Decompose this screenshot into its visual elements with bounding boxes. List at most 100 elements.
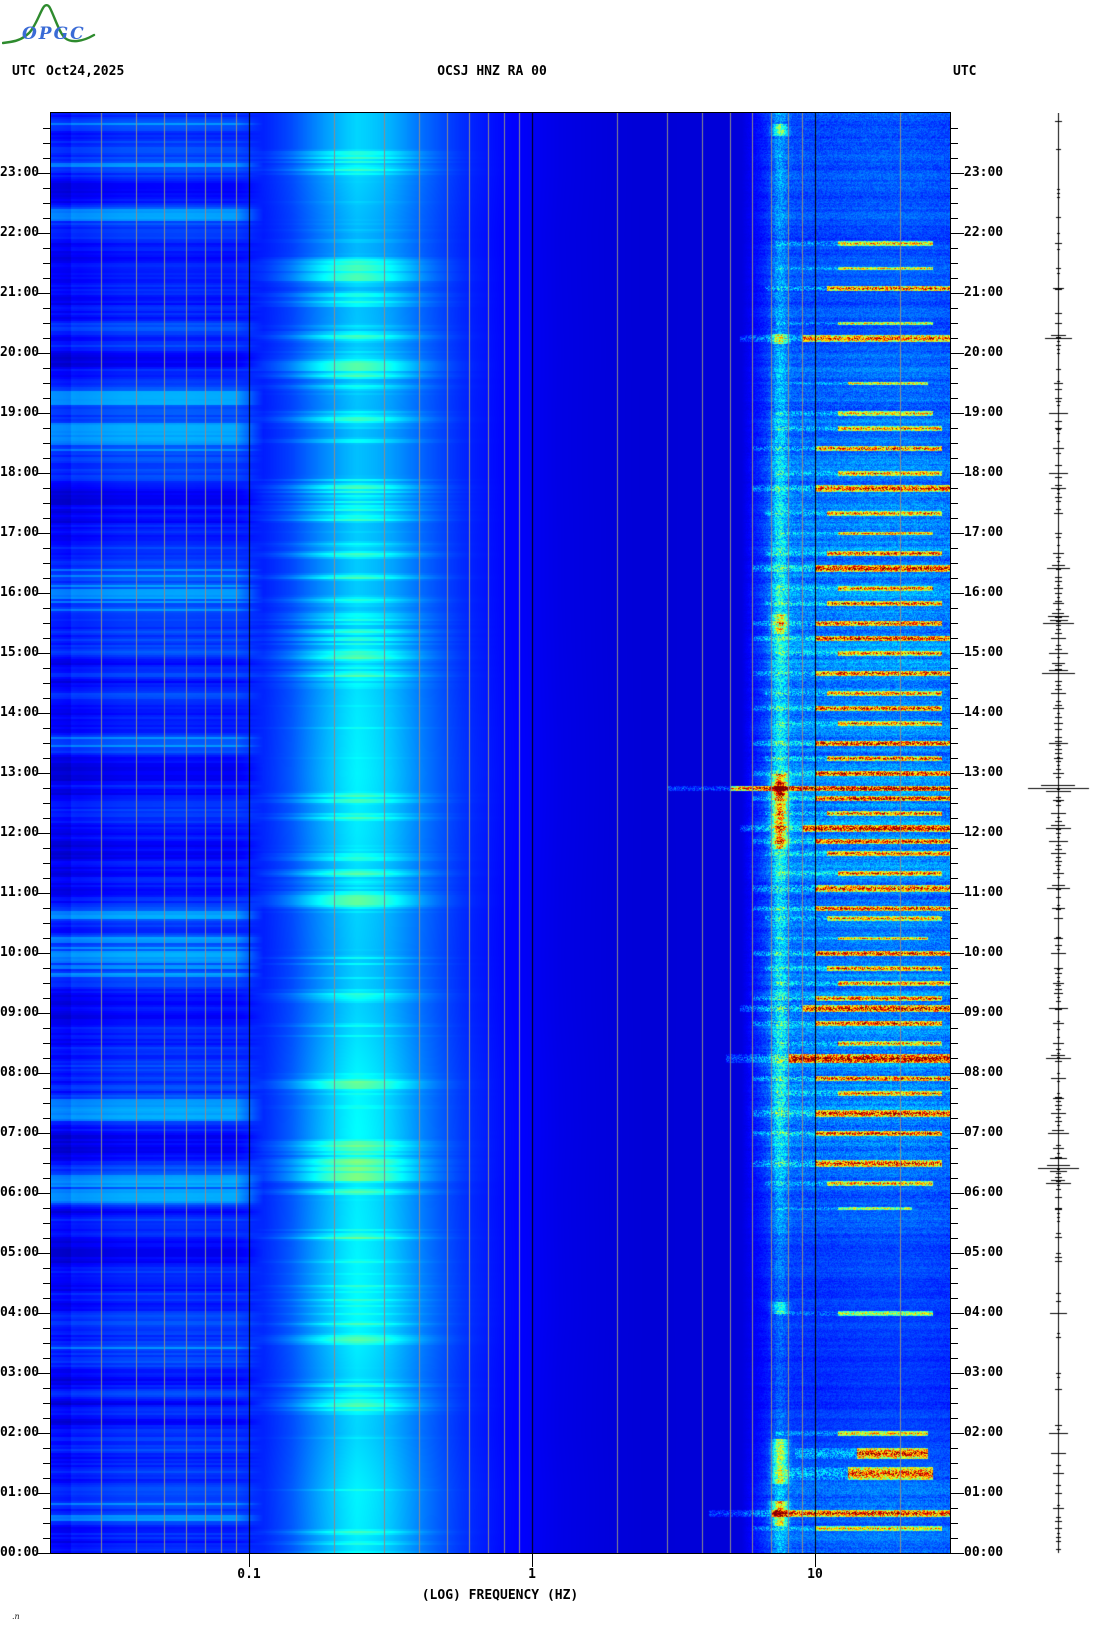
y-hour-label-left: 17:00: [0, 525, 40, 540]
amplitude-trace-canvas: [1008, 113, 1102, 1554]
y-major-tick-left: [37, 1553, 50, 1554]
y-minor-tick-left: [43, 758, 50, 759]
y-hour-label-right: 18:00: [964, 465, 1004, 480]
x-tick-label: 10: [807, 1567, 823, 1582]
y-minor-tick-left: [43, 1418, 50, 1419]
y-minor-tick-left: [43, 1298, 50, 1299]
y-major-tick-right: [951, 1373, 964, 1374]
y-minor-tick-left: [43, 338, 50, 339]
y-minor-tick-right: [951, 1388, 958, 1389]
y-hour-label-left: 04:00: [0, 1305, 40, 1320]
y-minor-tick-left: [43, 323, 50, 324]
y-hour-label-right: 03:00: [964, 1365, 1004, 1380]
y-major-tick-right: [951, 473, 964, 474]
y-hour-label-right: 22:00: [964, 225, 1004, 240]
y-major-tick-left: [37, 173, 50, 174]
header-date: Oct24,2025: [46, 64, 125, 79]
y-hour-label-right: 08:00: [964, 1065, 1004, 1080]
y-hour-label-right: 12:00: [964, 825, 1004, 840]
y-major-tick-left: [37, 1433, 50, 1434]
y-hour-label-left: 16:00: [0, 585, 40, 600]
y-minor-tick-right: [951, 998, 958, 999]
y-hour-label-right: 00:00: [964, 1545, 1004, 1560]
y-minor-tick-right: [951, 143, 958, 144]
y-minor-tick-right: [951, 1328, 958, 1329]
y-minor-tick-right: [951, 818, 958, 819]
y-hour-label-right: 09:00: [964, 1005, 1004, 1020]
y-minor-tick-left: [43, 1118, 50, 1119]
y-hour-label-left: 22:00: [0, 225, 40, 240]
y-minor-tick-left: [43, 1238, 50, 1239]
y-minor-tick-left: [43, 518, 50, 519]
y-minor-tick-left: [43, 203, 50, 204]
footer-mark: .n: [12, 1612, 20, 1621]
x-tick-label: 0.1: [237, 1567, 261, 1582]
y-minor-tick-left: [43, 1028, 50, 1029]
y-minor-tick-right: [951, 1523, 958, 1524]
y-minor-tick-right: [951, 728, 958, 729]
y-major-tick-left: [37, 533, 50, 534]
y-minor-tick-right: [951, 908, 958, 909]
y-minor-tick-right: [951, 608, 958, 609]
y-hour-label-left: 14:00: [0, 705, 40, 720]
y-major-tick-right: [951, 893, 964, 894]
y-minor-tick-right: [951, 983, 958, 984]
y-minor-tick-left: [43, 848, 50, 849]
y-major-tick-right: [951, 413, 964, 414]
x-tick-label: 1: [528, 1567, 536, 1582]
y-major-tick-left: [37, 773, 50, 774]
y-minor-tick-right: [951, 458, 958, 459]
y-major-tick-left: [37, 473, 50, 474]
y-hour-label-left: 02:00: [0, 1425, 40, 1440]
y-minor-tick-left: [43, 668, 50, 669]
y-minor-tick-right: [951, 878, 958, 879]
y-minor-tick-left: [43, 1268, 50, 1269]
y-minor-tick-right: [951, 443, 958, 444]
y-hour-label-right: 01:00: [964, 1485, 1004, 1500]
y-minor-tick-right: [951, 1238, 958, 1239]
y-hour-label-right: 06:00: [964, 1185, 1004, 1200]
y-major-tick-left: [37, 653, 50, 654]
y-minor-tick-right: [951, 1358, 958, 1359]
y-minor-tick-left: [43, 488, 50, 489]
y-major-tick-left: [37, 1493, 50, 1494]
y-hour-label-right: 07:00: [964, 1125, 1004, 1140]
y-major-tick-left: [37, 833, 50, 834]
logo-mountain-icon: [2, 3, 96, 45]
y-major-tick-left: [37, 713, 50, 714]
y-minor-tick-left: [43, 578, 50, 579]
y-major-tick-left: [37, 953, 50, 954]
y-minor-tick-right: [951, 1178, 958, 1179]
y-minor-tick-right: [951, 1508, 958, 1509]
y-minor-tick-right: [951, 1058, 958, 1059]
y-minor-tick-left: [43, 1178, 50, 1179]
y-major-tick-right: [951, 953, 964, 954]
page-title: OCSJ HNZ RA 00: [437, 64, 547, 79]
y-minor-tick-right: [951, 203, 958, 204]
y-major-tick-left: [37, 1073, 50, 1074]
y-hour-label-right: 14:00: [964, 705, 1004, 720]
y-minor-tick-right: [951, 248, 958, 249]
x-major-tick: [532, 1554, 533, 1567]
y-minor-tick-left: [43, 563, 50, 564]
y-major-tick-right: [951, 293, 964, 294]
y-major-tick-left: [37, 1373, 50, 1374]
y-hour-label-left: 01:00: [0, 1485, 40, 1500]
y-minor-tick-right: [951, 518, 958, 519]
y-minor-tick-left: [43, 1358, 50, 1359]
y-hour-label-right: 17:00: [964, 525, 1004, 540]
y-major-tick-right: [951, 713, 964, 714]
y-minor-tick-right: [951, 788, 958, 789]
y-minor-tick-right: [951, 1043, 958, 1044]
y-minor-tick-right: [951, 1118, 958, 1119]
y-hour-label-left: 09:00: [0, 1005, 40, 1020]
y-minor-tick-right: [951, 368, 958, 369]
y-minor-tick-right: [951, 563, 958, 564]
y-hour-label-left: 21:00: [0, 285, 40, 300]
y-minor-tick-left: [43, 308, 50, 309]
y-minor-tick-left: [43, 383, 50, 384]
y-minor-tick-left: [43, 698, 50, 699]
y-minor-tick-right: [951, 638, 958, 639]
logo-text: OPGC: [22, 24, 86, 44]
